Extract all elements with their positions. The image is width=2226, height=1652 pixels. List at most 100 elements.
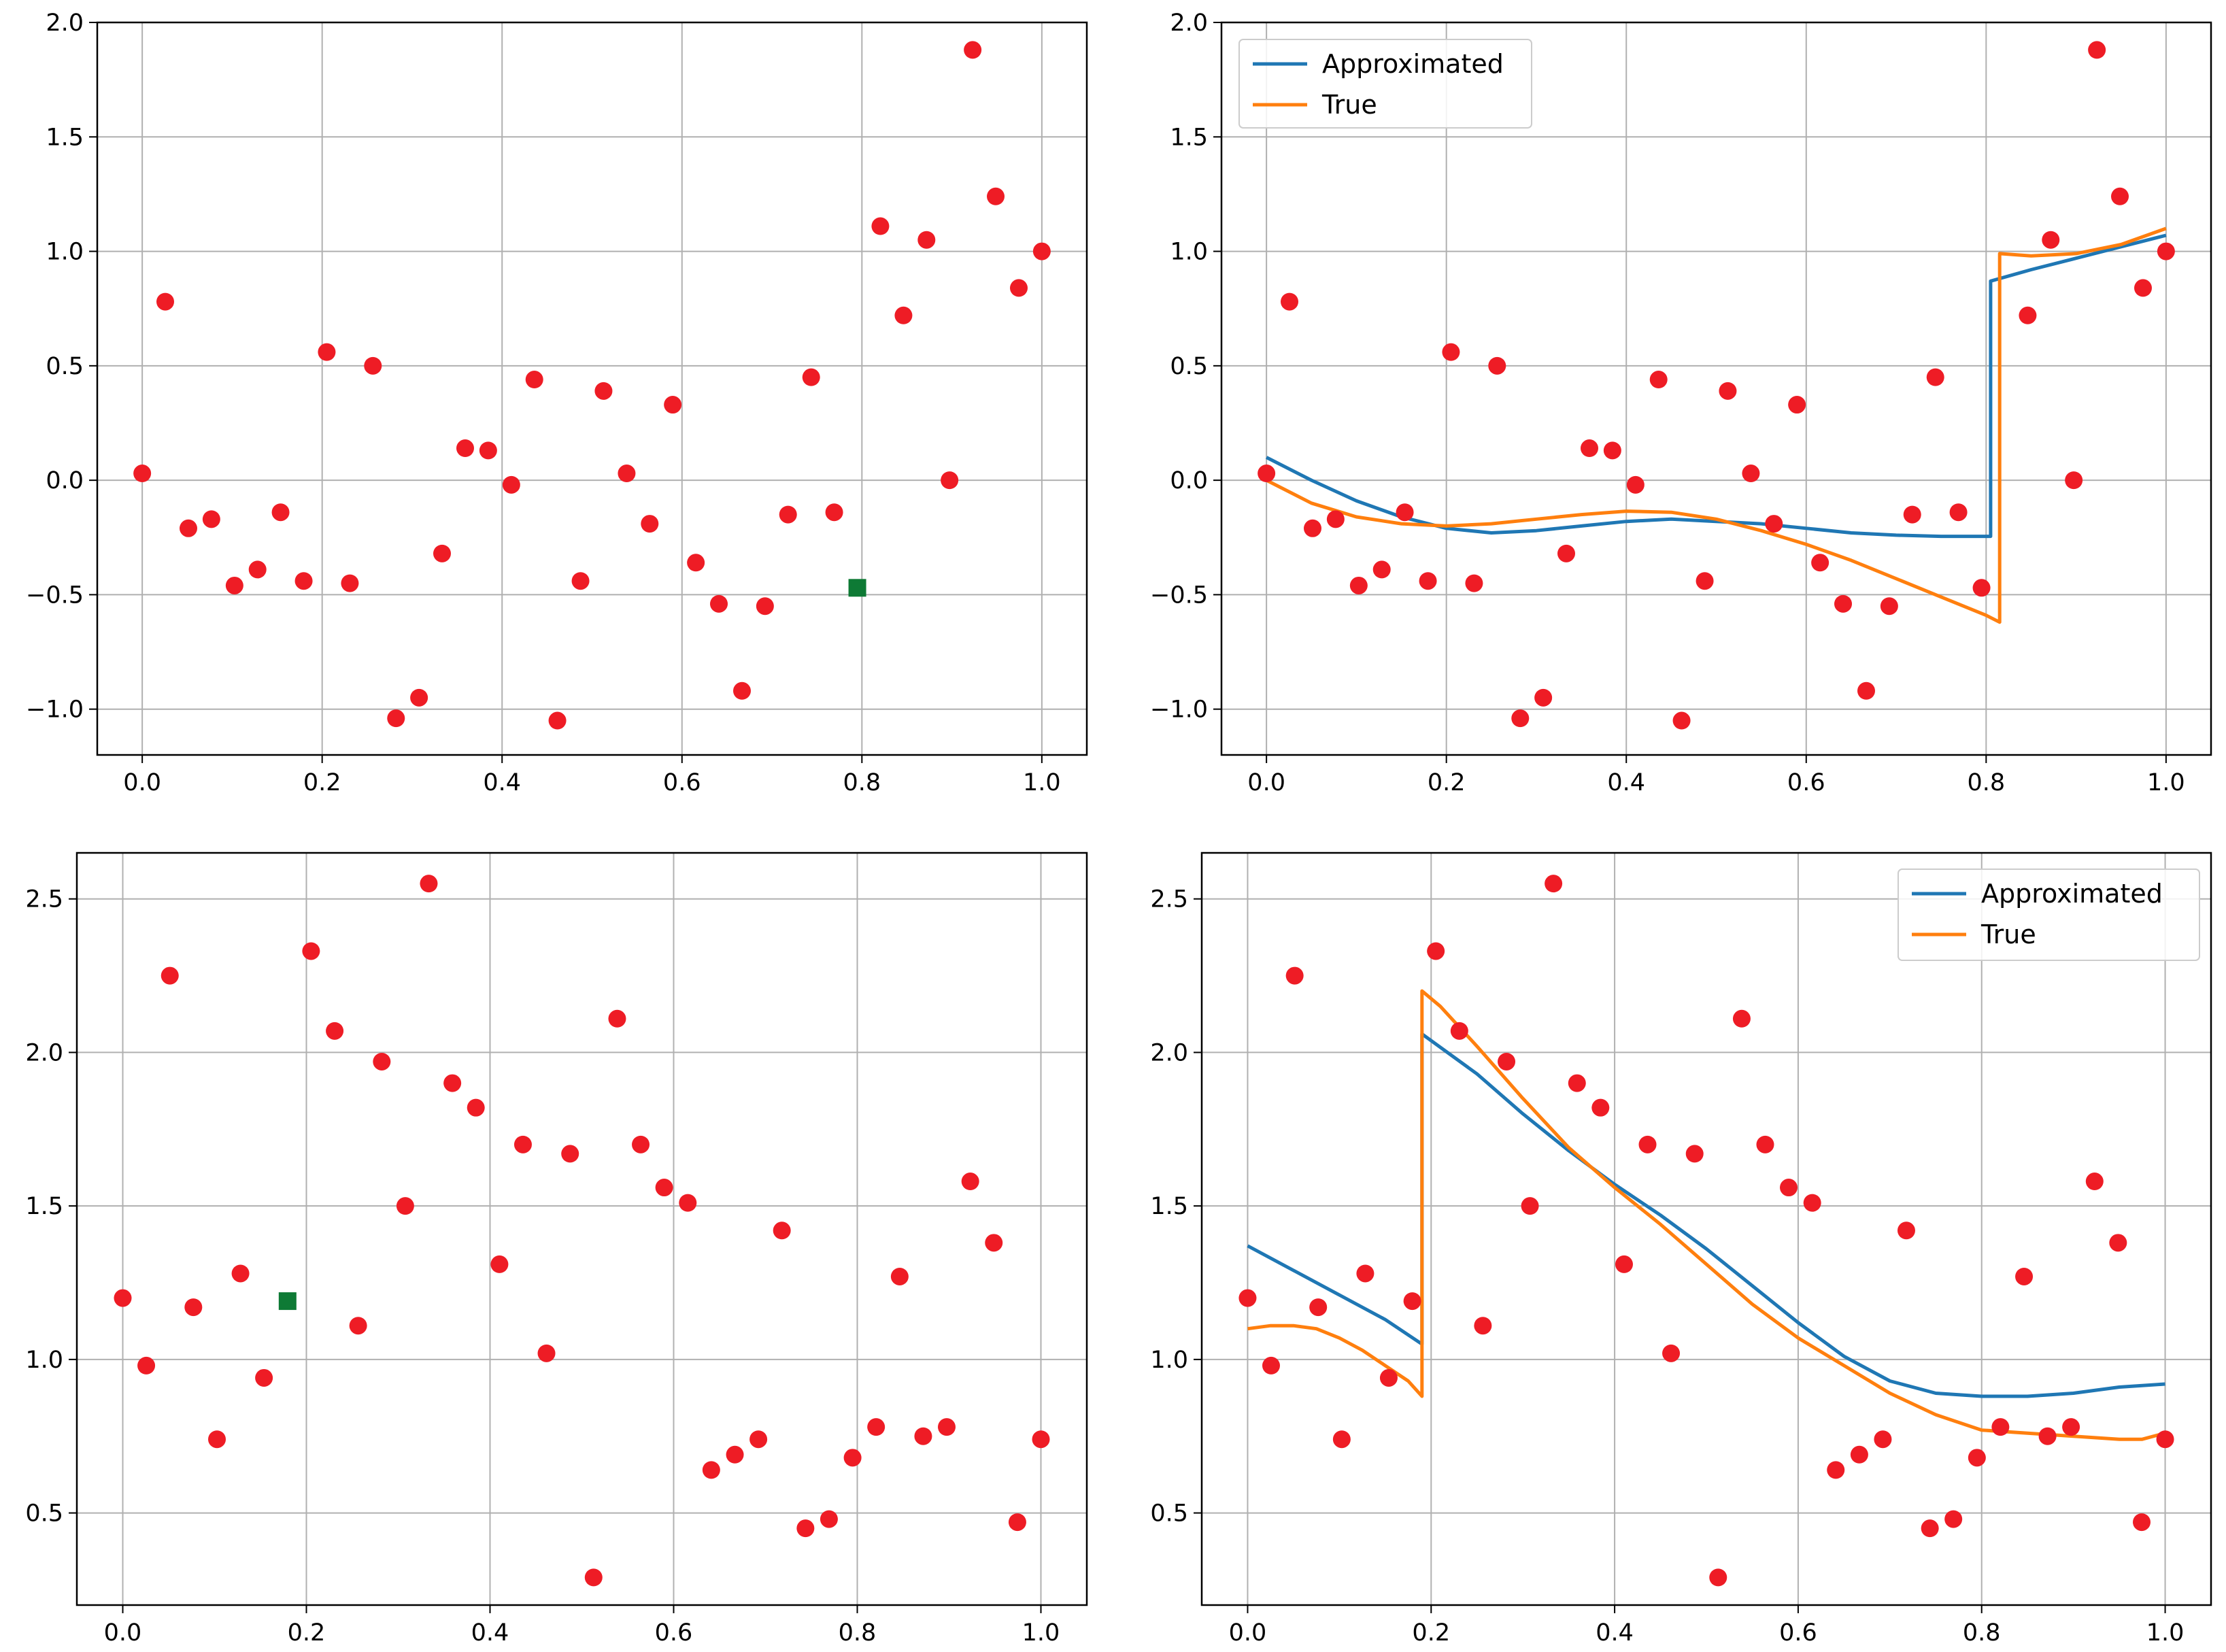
data-point: [1638, 1135, 1657, 1153]
data-point: [773, 1221, 791, 1240]
data-point: [387, 709, 405, 728]
data-point: [513, 1135, 532, 1153]
data-point: [184, 1298, 203, 1317]
data-point: [571, 572, 590, 590]
data-point: [326, 1022, 344, 1040]
x-tick-label: 0.4: [483, 769, 521, 796]
data-point: [941, 471, 959, 490]
x-tick-label: 0.6: [1787, 769, 1825, 796]
y-tick-label: 0.0: [1170, 467, 1208, 494]
x-tick-label: 0.0: [1229, 1619, 1267, 1647]
y-tick-label: −0.5: [26, 581, 84, 609]
data-point: [867, 1418, 886, 1436]
data-point: [467, 1098, 485, 1117]
data-point: [294, 572, 313, 590]
data-point: [502, 475, 520, 494]
data-point: [1258, 465, 1276, 483]
data-point: [1926, 368, 1944, 386]
subplot-bottom-right: 0.0 0.2 0.4 0.6 0.8 1.0 0.5 1.0 1.5 2.0 2.5 Approxi…: [1150, 852, 2212, 1647]
data-point: [202, 510, 220, 528]
x-tick-label: 1.0: [2147, 769, 2185, 796]
y-tick-label: 1.0: [46, 239, 84, 266]
data-point: [584, 1568, 603, 1587]
data-point: [1474, 1317, 1492, 1335]
x-tick-label: 0.2: [1412, 1619, 1450, 1647]
y-tick-label: 2.0: [1150, 1039, 1188, 1066]
data-point: [255, 1368, 273, 1387]
data-point: [1591, 1098, 1610, 1117]
data-point: [1834, 594, 1853, 613]
data-point: [2065, 471, 2083, 490]
data-point: [1238, 1289, 1257, 1307]
data-point: [2085, 1173, 2104, 1191]
legend: Approximated True: [1238, 39, 1532, 129]
data-point: [1465, 574, 1483, 592]
x-tick-label: 0.0: [1247, 769, 1285, 796]
data-point: [1949, 503, 1968, 522]
data-point: [2157, 242, 2175, 260]
subplot-top-left: 0.0 0.2 0.4 0.6 0.8 1.0 −1.0 −0.5 0.0 0.5 1.0 1.5 2.…: [26, 10, 1088, 796]
data-point: [1356, 1264, 1375, 1283]
legend: Approximated True: [1898, 869, 2200, 961]
legend-label-approximated: Approximated: [1981, 879, 2163, 909]
data-point: [2111, 187, 2129, 205]
data-point: [1765, 515, 1783, 533]
data-point: [987, 187, 1005, 205]
data-point: [2042, 231, 2060, 249]
x-tick-label: 0.2: [288, 1619, 326, 1647]
highlight-marker: [278, 1292, 297, 1311]
data-point: [490, 1255, 509, 1273]
x-tick-label: 0.0: [123, 769, 161, 796]
data-point: [1991, 1418, 2010, 1436]
y-tick-label: −1.0: [1150, 696, 1208, 724]
axes-frame: [96, 21, 1088, 756]
data-point: [433, 544, 452, 562]
data-point: [641, 515, 659, 533]
data-point: [1403, 1292, 1421, 1311]
data-point: [1511, 709, 1530, 728]
y-tick-label: 1.5: [1170, 124, 1208, 151]
data-point: [1732, 1009, 1751, 1028]
data-point: [1372, 560, 1391, 579]
data-point: [1696, 572, 1714, 590]
data-point: [2015, 1267, 2034, 1285]
y-tick-label: 2.0: [1170, 10, 1208, 37]
data-point: [1626, 475, 1645, 494]
y-tick-label: 1.0: [1170, 239, 1208, 266]
y-tick-label: 0.5: [1170, 353, 1208, 380]
data-point: [1756, 1135, 1774, 1153]
data-point: [1450, 1022, 1468, 1040]
data-point: [1827, 1461, 1845, 1479]
data-point: [1880, 597, 1898, 616]
data-point: [961, 1173, 979, 1191]
data-point: [2062, 1418, 2080, 1436]
y-tick-label: 2.5: [25, 886, 63, 913]
subplot-bottom-left: 0.0 0.2 0.4 0.6 0.8 1.0 0.5 1.0 1.5 2.0 2.5: [25, 852, 1088, 1647]
data-point: [1921, 1519, 1939, 1538]
data-point: [1498, 1052, 1516, 1071]
data-point: [231, 1264, 250, 1283]
data-point: [1303, 519, 1321, 537]
data-point: [632, 1135, 650, 1153]
data-point: [318, 343, 336, 361]
data-point: [1972, 579, 1991, 597]
series-line-true: [1265, 226, 2167, 624]
x-tick-label: 0.8: [1963, 1619, 2001, 1647]
y-tick-label: 1.5: [1150, 1193, 1188, 1220]
data-point: [410, 688, 428, 707]
y-tick-label: 0.5: [25, 1500, 63, 1528]
data-point: [1419, 572, 1437, 590]
data-point: [1780, 1179, 1798, 1197]
legend-label-approximated: Approximated: [1322, 49, 1504, 79]
data-point: [1309, 1298, 1328, 1317]
data-point: [1662, 1344, 1681, 1362]
data-point: [1709, 1568, 1727, 1587]
legend-label-true: True: [1321, 90, 1377, 120]
data-point: [208, 1430, 226, 1449]
data-point: [726, 1445, 744, 1464]
data-point: [1285, 966, 1304, 985]
x-tick-label: 1.0: [1022, 1619, 1060, 1647]
data-point: [156, 292, 174, 311]
data-point: [1672, 711, 1691, 730]
data-point: [114, 1289, 132, 1307]
